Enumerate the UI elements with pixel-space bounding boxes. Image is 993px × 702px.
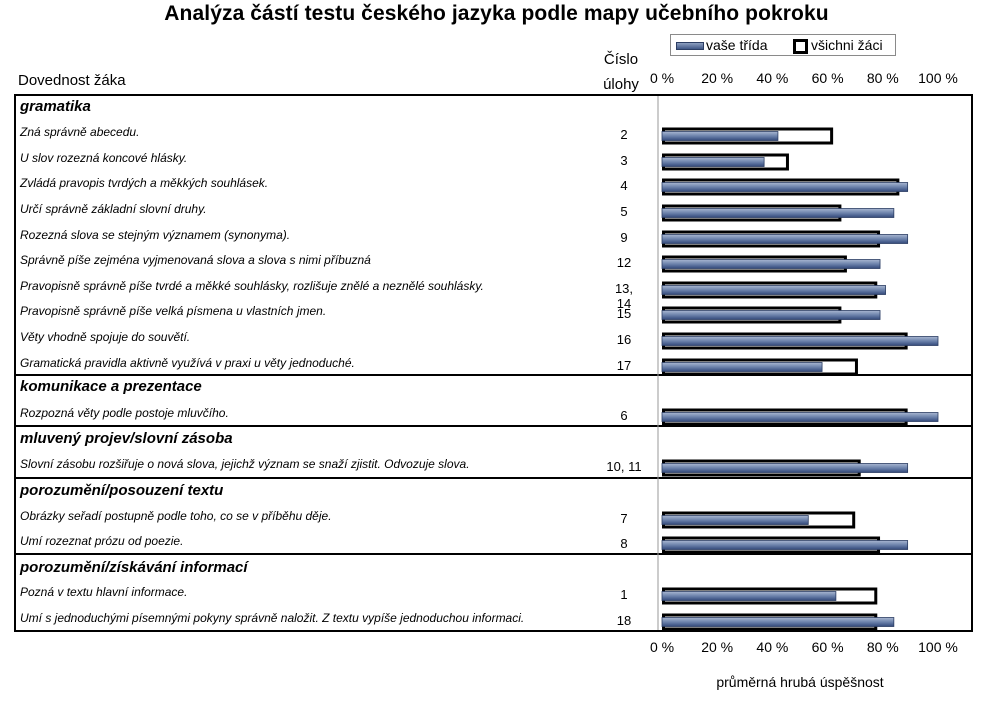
bottom-axis-tick-label: 100 % [918, 639, 958, 655]
bar-your-class [661, 591, 837, 601]
legend-swatch-all [793, 38, 808, 54]
task-number: 4 [620, 178, 628, 193]
task-number: 8 [620, 536, 628, 551]
task-number: 17 [616, 358, 632, 373]
legend-item-class: vaše třída [676, 37, 767, 53]
bottom-axis-tick-label: 20 % [701, 639, 734, 655]
group-separator [14, 425, 973, 427]
legend-label-all: všichni žáci [811, 37, 883, 53]
skill-label: Obrázky seřadí postupně podle toho, co s… [20, 509, 332, 523]
task-number: 9 [620, 230, 628, 245]
task-number: 6 [620, 408, 628, 423]
task-number: 12 [616, 255, 632, 270]
skill-label: Umí s jednoduchými písemnými pokyny sprá… [20, 611, 525, 625]
skill-label: Věty vhodně spojuje do souvětí. [20, 330, 191, 344]
legend-swatch-class [676, 42, 704, 51]
task-number: 2 [620, 127, 628, 142]
bar-your-class [661, 362, 823, 372]
task-number: 18 [616, 613, 632, 628]
skill-label: Umí rozeznat prózu od poezie. [20, 534, 184, 548]
top-axis-tick-label: 20 % [701, 70, 734, 86]
bar-your-class [661, 157, 765, 167]
skill-label: Správně píše zejména vyjmenovaná slova a… [20, 253, 371, 267]
bottom-axis-tick-label: 0 % [649, 639, 675, 655]
task-number: 7 [620, 511, 628, 526]
bar-your-class [661, 259, 881, 269]
group-title: mluvený projev/slovní zásoba [20, 430, 233, 447]
task-number: 1 [620, 587, 628, 602]
bar-your-class [661, 182, 909, 192]
bar-your-class [661, 131, 779, 141]
top-axis-tick-label: 60 % [811, 70, 844, 86]
bar-your-class [661, 208, 895, 218]
task-number: 13, 14 [614, 281, 634, 311]
bottom-axis-tick-label: 80 % [866, 639, 899, 655]
bar-your-class [661, 310, 881, 320]
group-title: komunikace a prezentace [20, 378, 202, 395]
skill-label: Určí správně základní slovní druhy. [20, 202, 207, 216]
legend-item-all: všichni žáci [793, 37, 883, 54]
skill-label: Gramatická pravidla aktivně využívá v pr… [20, 356, 355, 370]
group-separator [14, 477, 973, 479]
x-axis-title: průměrná hrubá úspěšnost [716, 674, 884, 690]
task-number-column-header: Číslo úlohy [603, 51, 639, 93]
top-axis-tick-label: 0 % [649, 70, 675, 86]
legend-label-class: vaše třída [706, 37, 768, 53]
group-title: porozumění/získávání informací [20, 559, 248, 576]
top-axis-tick-label: 100 % [918, 70, 958, 86]
group-title: gramatika [20, 98, 91, 115]
bar-your-class [661, 234, 909, 244]
bar-your-class [661, 617, 895, 627]
table-frame [14, 94, 973, 632]
skill-label: Pozná v textu hlavní informace. [20, 585, 188, 599]
task-number: 5 [620, 204, 628, 219]
skill-label: Pravopisně správně píše velká písmena u … [20, 304, 327, 318]
task-number: 10, 11 [606, 459, 642, 474]
bar-your-class [661, 540, 909, 550]
top-axis-tick-label: 40 % [756, 70, 789, 86]
group-separator [14, 374, 973, 376]
chart-title: Analýza částí testu českého jazyka podle… [164, 2, 829, 25]
task-number: 3 [620, 153, 628, 168]
skill-label: Zná správně abecedu. [20, 125, 140, 139]
group-title: porozumění/posouzení textu [20, 482, 224, 499]
skill-label: Slovní zásobu rozšiřuje o nová slova, je… [20, 457, 470, 471]
legend: vaše třída všichni žáci [670, 34, 896, 56]
skill-label: U slov rozezná koncové hlásky. [20, 151, 188, 165]
task-number: 15 [616, 306, 632, 321]
skill-label: Rozpozná věty podle postoje mluvčího. [20, 406, 229, 420]
task-number: 16 [616, 332, 632, 347]
skill-label: Rozezná slova se stejným významem (synon… [20, 228, 291, 242]
bar-your-class [661, 463, 909, 473]
bar-your-class [661, 285, 886, 295]
bar-your-class [661, 515, 809, 525]
skill-column-header: Dovednost žáka [18, 72, 126, 89]
group-separator [14, 553, 973, 555]
bottom-axis-tick-label: 60 % [811, 639, 844, 655]
skills-table: gramatika Zná správně abecedu. 2 U slov roz… [14, 94, 656, 632]
skill-label: Pravopisně správně píše tvrdé a měkké so… [20, 279, 484, 293]
skill-label: Zvládá pravopis tvrdých a měkkých souhlá… [20, 176, 269, 190]
bar-your-class [661, 336, 939, 346]
bar-your-class [661, 412, 939, 422]
top-axis-tick-label: 80 % [866, 70, 899, 86]
bottom-axis-tick-label: 40 % [756, 639, 789, 655]
